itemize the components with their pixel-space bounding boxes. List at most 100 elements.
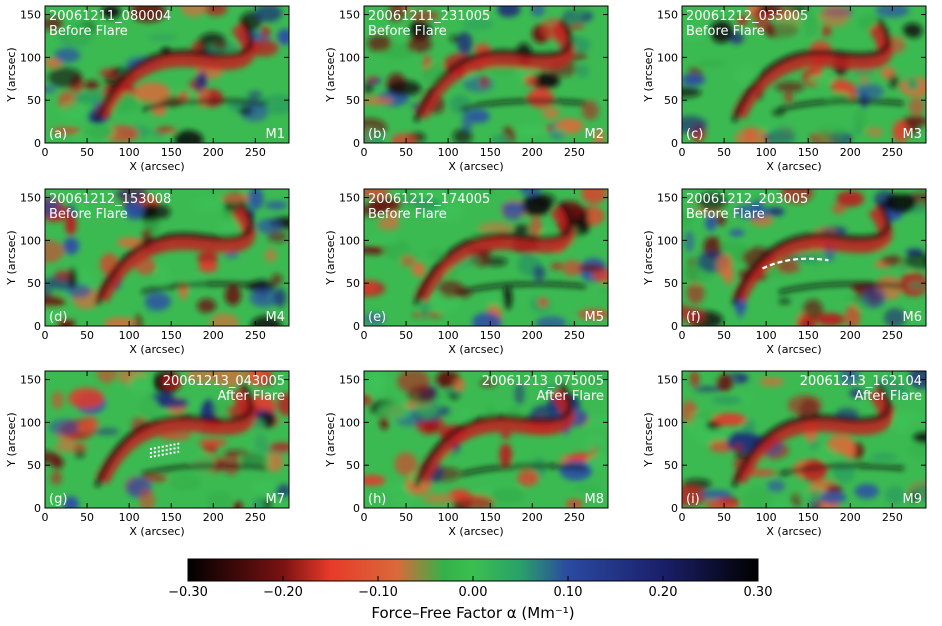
panel-letter: (g) (49, 492, 67, 507)
heatmap-patch (212, 42, 228, 49)
heatmap-patch (524, 75, 538, 86)
heatmap-patch (203, 6, 228, 16)
heatmap-patch (711, 396, 743, 404)
x-tick-label: 50 (399, 511, 413, 524)
x-tick-label: 150 (798, 511, 819, 524)
panel-state: Before Flare (368, 24, 447, 39)
heatmap-patch (566, 320, 578, 326)
panel-map-id: M9 (903, 492, 923, 507)
heatmap-patch (114, 191, 148, 198)
heatmap-patch (468, 109, 490, 123)
heatmap-patch (513, 224, 530, 234)
heatmap-texture (682, 6, 926, 143)
heatmap-patch (45, 239, 65, 263)
heatmap-patch (414, 189, 442, 202)
heatmap-patch (778, 298, 792, 305)
heatmap-patch (773, 16, 807, 40)
heatmap-patch (232, 501, 243, 508)
x-tick-label: 200 (203, 511, 224, 524)
heatmap-patch (212, 371, 246, 387)
black-arc (731, 382, 891, 488)
heatmap-patch (430, 294, 458, 313)
heatmap-plot (45, 371, 289, 508)
panel-state: Before Flare (49, 207, 128, 222)
panel-letter: (h) (368, 492, 386, 507)
panel-map-id: M1 (266, 127, 286, 142)
heatmap-patch (45, 58, 63, 68)
heatmap-patch (274, 288, 287, 308)
heatmap-patch (530, 72, 560, 89)
heatmap-patch (752, 198, 763, 216)
heatmap-patch (854, 83, 885, 99)
heatmap-patch (364, 312, 386, 326)
x-tick-label: 0 (679, 511, 686, 524)
heatmap-patch (252, 497, 266, 508)
x-tick-label: 0 (679, 146, 686, 159)
heatmap-patch (200, 399, 217, 422)
heatmap-patch (84, 80, 100, 91)
heatmap-patch (733, 443, 743, 453)
black-lane (778, 463, 905, 477)
x-tick-label: 0 (361, 511, 368, 524)
y-tick-label: 100 (20, 416, 41, 429)
x-tick-label: 250 (245, 511, 266, 524)
heatmap-patch (697, 191, 727, 212)
heatmap-patch (684, 230, 694, 253)
y-tick-label: 150 (339, 9, 360, 22)
heatmap-patch (101, 6, 121, 19)
panel-state: After Flare (855, 389, 922, 404)
panel-letter: (e) (368, 310, 386, 325)
heatmap-patch (364, 475, 386, 486)
black-arc (413, 17, 573, 123)
heatmap-patch (581, 189, 607, 204)
heatmap-plot (682, 189, 926, 326)
heatmap-patch (831, 203, 847, 214)
heatmap-patch (479, 75, 489, 88)
heatmap-patch (858, 76, 870, 84)
heatmap-patch (535, 316, 567, 326)
y-tick-label: 50 (664, 459, 678, 472)
heatmap-patch (407, 385, 436, 404)
dashed-line-annotation (149, 446, 180, 455)
heatmap-patch (844, 305, 861, 326)
heatmap-patch (275, 484, 289, 497)
heatmap-patch (712, 413, 747, 426)
heatmap-patch (503, 286, 512, 310)
heatmap-patch (500, 431, 512, 439)
heatmap-patch (866, 127, 884, 137)
panel-letter: (c) (686, 127, 703, 142)
heatmap-patch (875, 6, 910, 18)
panel-state: After Flare (537, 389, 604, 404)
heatmap-patch (56, 318, 76, 326)
panel-timestamp: 20061213_075005 (482, 374, 604, 389)
y-tick-label: 150 (20, 374, 41, 387)
heatmap-patch (192, 453, 215, 474)
heatmap-patch (463, 76, 494, 93)
heatmap-patch (729, 31, 744, 45)
y-tick-label: 150 (657, 374, 678, 387)
heatmap-patch (45, 294, 66, 309)
heatmap-patch (408, 22, 419, 37)
heatmap-patch (769, 125, 797, 143)
panel-map-id: M7 (266, 492, 286, 507)
heatmap-texture (364, 6, 605, 143)
y-tick-label: 0 (671, 320, 678, 333)
heatmap-patch (134, 203, 171, 221)
heatmap-patch (370, 237, 400, 245)
heatmap-patch (530, 216, 542, 238)
heatmap-patch (412, 262, 425, 277)
heatmap-patch (716, 374, 734, 392)
heatmap-patch (776, 259, 801, 274)
heatmap-patch (364, 81, 373, 95)
heatmap-patch (387, 80, 422, 96)
heatmap-patch (884, 485, 906, 505)
x-tick-label: 200 (840, 329, 861, 342)
heatmap-patch (758, 377, 785, 387)
heatmap-patch (765, 23, 777, 37)
heatmap-patch (63, 237, 80, 255)
heatmap-patch (178, 91, 189, 102)
heatmap-patch (771, 109, 785, 116)
heatmap-plot (682, 6, 926, 143)
